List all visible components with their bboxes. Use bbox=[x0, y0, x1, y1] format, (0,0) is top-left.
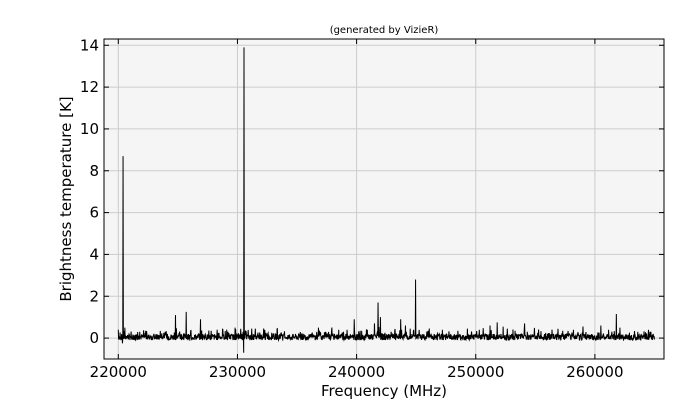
y-tick-label: 0 bbox=[89, 329, 99, 347]
x-tick-label: 220000 bbox=[90, 363, 147, 381]
x-tick-label: 250000 bbox=[447, 363, 504, 381]
x-tick-label: 230000 bbox=[209, 363, 266, 381]
x-axis-label: Frequency (MHz) bbox=[321, 382, 447, 400]
y-tick-label: 14 bbox=[80, 36, 99, 54]
x-tick-label: 260000 bbox=[566, 363, 623, 381]
y-tick-label: 4 bbox=[89, 245, 99, 263]
y-axis-label: Brightness temperature [K] bbox=[57, 96, 75, 301]
grid-lines bbox=[104, 39, 664, 359]
y-tick-label: 6 bbox=[89, 204, 99, 222]
y-tick-label: 12 bbox=[80, 78, 99, 96]
spectrum-line bbox=[117, 47, 655, 353]
plot-frame bbox=[103, 38, 665, 360]
y-tick-label: 2 bbox=[89, 287, 99, 305]
y-tick-label: 8 bbox=[89, 162, 99, 180]
y-axis: 0 2 4 6 8 10 12 14 bbox=[80, 36, 664, 347]
chart-title: (generated by VizieR) bbox=[330, 25, 439, 36]
x-axis: 220000 230000 240000 250000 260000 bbox=[90, 39, 624, 381]
x-tick-label: 240000 bbox=[328, 363, 385, 381]
y-tick-label: 10 bbox=[80, 120, 99, 138]
plot-area bbox=[104, 39, 664, 359]
